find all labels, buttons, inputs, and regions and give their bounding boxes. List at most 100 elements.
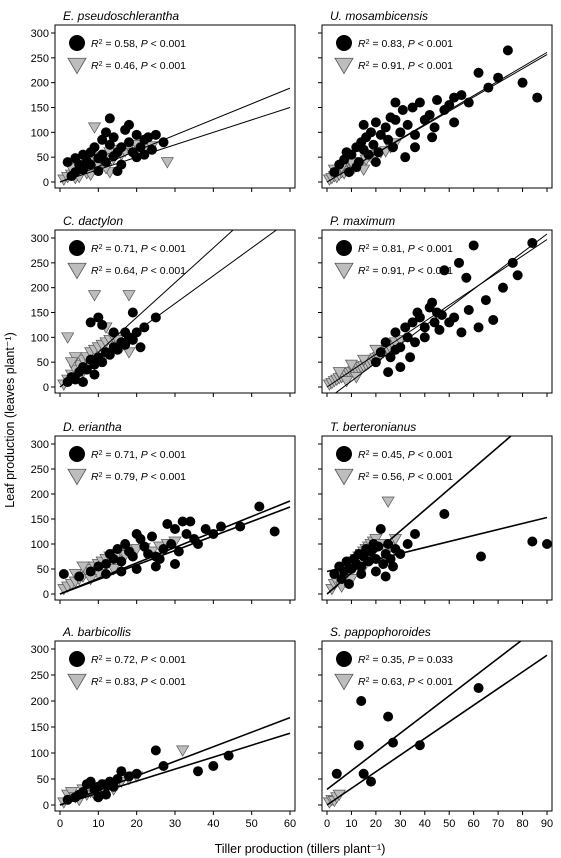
y-tick-label: 0 <box>43 382 49 394</box>
legend-triangle-icon <box>67 262 87 280</box>
data-point-circle <box>407 102 418 113</box>
legend-stats-triangle: R2 = 0.63, P < 0.001 <box>358 676 453 688</box>
data-point-circle <box>74 571 85 582</box>
data-point-circle <box>449 312 460 323</box>
x-tick-label: 50 <box>246 818 258 830</box>
panel-frame <box>321 640 553 812</box>
data-point-circle <box>127 334 138 345</box>
data-point-circle <box>97 357 108 368</box>
legend-stats-triangle: R2 = 0.56, P < 0.001 <box>358 471 453 483</box>
data-point-circle <box>185 516 196 527</box>
x-tick-label: 20 <box>131 818 143 830</box>
panel-title: A. barbicollis <box>62 625 131 639</box>
data-point-circle <box>89 359 100 370</box>
regression-line-triangle <box>326 54 548 183</box>
data-point-circle <box>208 761 219 771</box>
data-point-circle <box>120 339 131 350</box>
panel-data <box>57 716 291 809</box>
data-point-circle <box>390 327 401 338</box>
legend-circle-icon <box>69 651 85 667</box>
y-tick-label: 150 <box>31 722 49 734</box>
data-point-circle <box>108 327 119 338</box>
legend-stats-triangle: R2 = 0.91, P < 0.001 <box>358 60 453 72</box>
data-point-circle <box>405 352 416 363</box>
data-point-triangle <box>339 376 354 388</box>
legend-circle-icon <box>336 240 352 256</box>
data-point-circle <box>112 166 123 177</box>
legend-stats-circle: R2 = 0.81, P < 0.001 <box>358 243 453 255</box>
data-point-triangle <box>344 359 359 372</box>
data-point-circle <box>419 332 430 343</box>
data-point-circle <box>344 579 354 589</box>
y-tick-label: 300 <box>31 439 49 451</box>
regression-line-circle <box>59 107 291 183</box>
x-tick-label: 40 <box>419 818 431 830</box>
data-point-circle <box>454 257 464 268</box>
y-tick-label: 250 <box>31 53 49 65</box>
data-point-circle <box>85 317 96 328</box>
y-tick-label: 100 <box>31 332 49 344</box>
data-point-circle <box>468 240 479 251</box>
y-tick-label: 50 <box>37 357 49 369</box>
data-point-circle <box>254 501 265 512</box>
data-point-circle <box>473 67 484 78</box>
y-tick-label: 300 <box>31 233 49 245</box>
legend-stats-circle: R2 = 0.83, P < 0.001 <box>358 38 453 50</box>
data-point-circle <box>193 766 203 777</box>
x-axis-label: Tiller production (tillers plant⁻¹) <box>215 842 386 856</box>
data-point-circle <box>135 342 146 353</box>
panel-title: P. maximum <box>330 214 395 228</box>
x-tick-label: 20 <box>370 818 382 830</box>
panel-frame <box>321 435 553 601</box>
data-point-circle <box>512 270 523 281</box>
panel-data <box>322 233 548 393</box>
x-tick-label: 80 <box>516 818 528 830</box>
data-point-circle <box>429 122 440 133</box>
data-point-circle <box>101 559 111 569</box>
data-point-circle <box>351 162 362 173</box>
data-point-circle <box>383 539 394 549</box>
data-point-circle <box>120 539 131 549</box>
data-point-triangle <box>76 561 90 573</box>
y-tick-label: 250 <box>31 464 49 476</box>
data-point-circle <box>390 344 401 355</box>
data-point-circle <box>390 97 401 108</box>
regression-line-triangle <box>59 230 278 388</box>
panel-1: U. mosambicensis R2 = 0.83, P < 0.001 R2 =… <box>318 9 553 192</box>
x-tick-label: 60 <box>284 818 296 830</box>
legend-stats-circle: R2 = 0.45, P < 0.001 <box>358 449 453 461</box>
data-point-triangle <box>107 564 121 576</box>
regression-line-triangle <box>59 500 291 595</box>
data-point-circle <box>370 566 381 577</box>
data-point-circle <box>344 167 354 178</box>
data-point-circle <box>127 307 138 318</box>
data-point-circle <box>370 157 381 168</box>
data-point-circle <box>269 526 280 537</box>
data-point-circle <box>120 327 131 338</box>
data-point-circle <box>139 541 150 552</box>
data-point-circle <box>85 566 96 577</box>
data-point-circle <box>502 45 513 56</box>
legend-circle-icon <box>69 446 85 462</box>
data-point-circle <box>383 134 394 145</box>
data-point-triangle <box>176 745 190 757</box>
data-point-circle <box>200 524 211 534</box>
data-point-circle <box>456 90 467 101</box>
data-point-circle <box>424 109 435 120</box>
data-point-circle <box>439 509 450 519</box>
data-point-circle <box>131 129 142 140</box>
panel-5: T. berteronianus R2 = 0.45, P < 0.001 R2 =… <box>318 420 553 604</box>
y-tick-label: 300 <box>31 644 49 656</box>
data-point-circle <box>143 132 154 143</box>
y-tick-label: 150 <box>31 308 49 320</box>
panel-data <box>57 230 278 391</box>
data-point-circle <box>476 551 486 562</box>
data-point-circle <box>356 696 367 706</box>
data-point-circle <box>116 556 127 567</box>
panel-title: E. pseudoschlerantha <box>63 9 179 23</box>
regression-line-circle <box>334 233 548 393</box>
y-tick-label: 0 <box>43 589 49 601</box>
data-point-circle <box>89 369 100 380</box>
data-point-circle <box>380 122 391 133</box>
legend-triangle-icon <box>67 468 87 486</box>
